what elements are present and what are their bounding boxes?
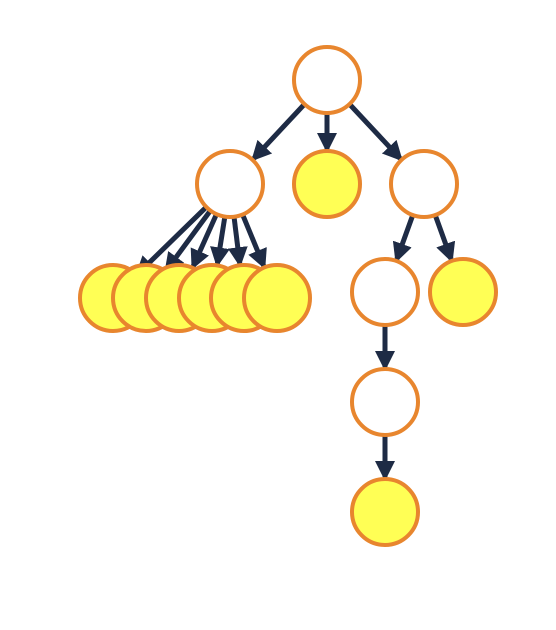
nodes-layer <box>78 45 498 547</box>
edge-a-a1 <box>135 205 208 277</box>
edge-a-a4 <box>210 217 230 268</box>
edge-a-a3 <box>190 214 219 270</box>
edge-a-a5 <box>227 217 248 268</box>
leaf-node-b <box>292 149 362 219</box>
leaf-node-c1a1 <box>350 477 420 547</box>
edge-root-c <box>348 103 403 162</box>
edge-root-a <box>251 103 306 162</box>
internal-node-c1 <box>350 257 420 327</box>
leaf-node-c2 <box>428 257 498 327</box>
internal-node-c <box>389 149 459 219</box>
edge-a-a6 <box>240 214 267 270</box>
edge-a-a2 <box>164 209 212 274</box>
edge-c-c1 <box>392 215 415 263</box>
internal-node-c1a <box>350 367 420 437</box>
internal-node-root <box>292 45 362 115</box>
edges-layer <box>135 103 456 481</box>
edge-c-c2 <box>433 215 456 263</box>
leaf-node-a6 <box>242 263 312 333</box>
internal-node-a <box>195 149 265 219</box>
